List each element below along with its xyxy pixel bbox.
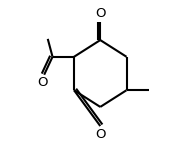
Text: O: O	[95, 128, 105, 141]
Text: O: O	[95, 7, 105, 20]
Text: O: O	[38, 76, 48, 89]
